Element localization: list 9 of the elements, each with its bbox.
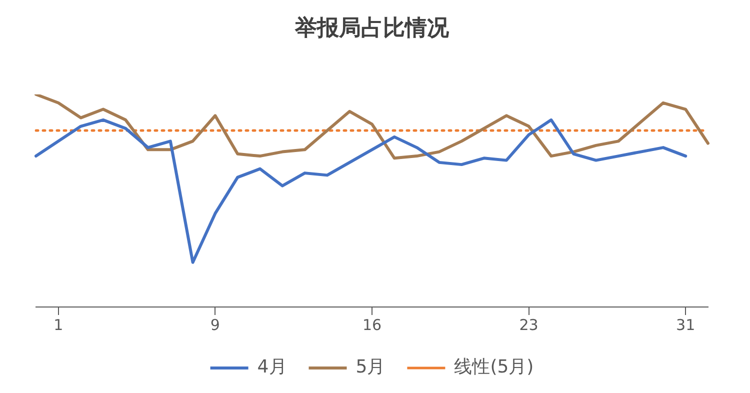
x-tick-label: 31 xyxy=(676,316,696,334)
x-tick-label: 23 xyxy=(519,316,538,334)
legend-label: 4月 xyxy=(257,356,287,378)
legend-label: 5月 xyxy=(356,356,386,378)
chart-title: 举报局占比情况 xyxy=(294,14,450,41)
x-tick-label: 1 xyxy=(54,316,64,334)
x-tick-label: 16 xyxy=(362,316,382,334)
legend-label: 线性(5月) xyxy=(454,356,534,378)
x-tick-label: 9 xyxy=(210,316,220,334)
